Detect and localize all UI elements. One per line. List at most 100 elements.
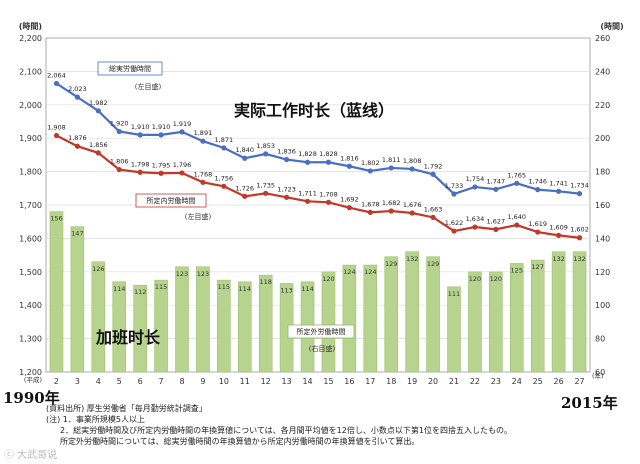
- right-tick-label: 80: [595, 335, 605, 344]
- overtime-bar-label: 112: [134, 288, 146, 296]
- scheduled-hours-point: [388, 208, 394, 214]
- scheduled-hours-value-label: 1,676: [403, 201, 422, 209]
- scheduled-hours-value-label: 1,627: [487, 217, 506, 225]
- overtime-bar-label: 118: [259, 278, 271, 286]
- overtime-bar: [196, 266, 210, 373]
- footnote-3: 所定外労働時間については、総実労働時間の年換算値から所定内労働時間の年換算値を引…: [60, 437, 420, 446]
- total-hours-value-label: 1,754: [466, 175, 485, 183]
- right-tick-label: 100: [595, 301, 610, 310]
- overtime-bar: [363, 264, 378, 373]
- total-hours-point: [200, 138, 206, 144]
- scheduled-hours-line: [55, 134, 580, 239]
- total-hours-value-label: 1,836: [277, 148, 296, 156]
- total-hours-point: [221, 145, 227, 151]
- overtime-axis-note: (右目盛): [309, 344, 336, 353]
- total-hours-value-label: 1,733: [445, 182, 464, 190]
- overtime-bar-label: 125: [511, 266, 523, 274]
- left-tick-label: 1,800: [19, 168, 42, 177]
- scheduled-hours-legend-box: [135, 193, 207, 208]
- x-tick-label: 22: [470, 377, 480, 386]
- scheduled-hours-value-label: 1,735: [256, 181, 275, 189]
- overtime-bar-label: 120: [322, 275, 334, 283]
- scheduled-hours-value-label: 1,795: [152, 161, 171, 169]
- total-hours-value-label: 1,853: [256, 142, 275, 150]
- overtime-bar-label: 147: [71, 230, 83, 238]
- left-tick-label: 1,300: [19, 335, 42, 344]
- left-tick-label: 1,400: [19, 301, 42, 310]
- total-hours-value-label: 1,919: [173, 120, 192, 128]
- total-hours-value-label: 1,734: [570, 182, 589, 190]
- left-tick-label: 2,000: [19, 101, 42, 110]
- overtime-bar: [112, 281, 127, 373]
- overtime-bar: [384, 256, 399, 373]
- overtime-bar: [551, 251, 566, 373]
- overtime-bar: [91, 261, 106, 373]
- left-tick-label: 1,500: [19, 268, 42, 277]
- total-hours-value-label: 1,910: [131, 123, 150, 131]
- scheduled-hours-point: [451, 228, 457, 234]
- total-hours-point: [74, 94, 80, 100]
- left-tick-label: 2,200: [19, 34, 42, 43]
- scheduled-hours-value-label: 1,678: [361, 200, 380, 208]
- total-hours-point: [116, 128, 122, 135]
- x-tick-label: 8: [179, 377, 184, 386]
- scheduled-hours-value-label: 1,602: [570, 226, 589, 234]
- left-tick-label: 1,700: [19, 201, 42, 210]
- x-tick-label: 15: [323, 377, 333, 386]
- total-hours-point: [346, 163, 352, 169]
- x-tick-label: 13: [282, 377, 292, 386]
- x-suffix-label: (年): [592, 371, 604, 380]
- total-hours-point: [367, 168, 373, 174]
- scheduled-hours-point: [116, 166, 122, 173]
- overtime-bar-label: 123: [197, 270, 209, 278]
- total-hours-point: [493, 186, 499, 192]
- scheduled-hours-point: [221, 183, 227, 189]
- scheduled-hours-point: [472, 224, 478, 230]
- total-hours-point: [556, 188, 562, 194]
- scheduled-hours-point: [263, 190, 269, 196]
- footnote-2: 2．総実労働時間及び所定内労働時間の年換算値については、各月間平均値を12倍し、…: [60, 426, 512, 435]
- total-hours-value-label: 2,023: [68, 85, 87, 93]
- scheduled-hours-value-label: 1,682: [382, 199, 401, 207]
- total-hours-point: [53, 80, 60, 87]
- total-hours-point: [304, 159, 311, 165]
- scheduled-hours-value-label: 1,726: [235, 184, 254, 192]
- overtime-bar-label: 129: [427, 260, 439, 268]
- scheduled-hours-value-label: 1,796: [173, 161, 192, 169]
- end-year-annotation: 2015年: [561, 394, 618, 412]
- x-tick-label: 17: [365, 377, 375, 386]
- overtime-bar-label: 124: [343, 268, 355, 276]
- watermark: ⓒ 大武哥说: [4, 450, 58, 461]
- right-tick-label: 220: [595, 101, 610, 110]
- x-tick-label: 20: [428, 377, 438, 386]
- scheduled-hours-point: [367, 209, 373, 215]
- total-hours-value-label: 1,816: [340, 154, 359, 162]
- overtime-bar-label: 115: [218, 283, 230, 291]
- total-hours-point: [576, 191, 583, 197]
- total-hours-point: [430, 171, 436, 177]
- right-tick-label: 60: [595, 368, 605, 377]
- total-hours-legend-label: 総実労働時間: [109, 64, 151, 73]
- scheduled-hours-point: [430, 214, 436, 220]
- left-tick-label: 1,200: [19, 368, 42, 377]
- total-hours-point: [325, 159, 332, 165]
- x-tick-label: 19: [407, 377, 417, 386]
- left-tick-label: 1,900: [19, 134, 42, 143]
- overtime-bar-label: 156: [50, 215, 62, 223]
- right-tick-label: 160: [595, 201, 610, 210]
- x-tick-label: 14: [302, 377, 312, 386]
- overtime-bar-label: 129: [385, 260, 397, 268]
- scheduled-hours-point: [53, 132, 60, 139]
- scheduled-hours-point: [576, 235, 583, 241]
- scheduled-hours-point: [200, 179, 206, 185]
- overtime-bar-label: 132: [406, 255, 418, 263]
- scheduled-hours-point: [409, 210, 415, 216]
- x-tick-label: 6: [138, 377, 143, 386]
- x-tick-label: 21: [449, 377, 459, 386]
- total-hours-point: [179, 129, 185, 135]
- scheduled-hours-point: [304, 198, 311, 204]
- scheduled-hours-axis-note: (左目盛): [185, 212, 212, 221]
- total-hours-value-label: 2,064: [47, 71, 66, 79]
- x-tick-label: 5: [117, 377, 122, 386]
- total-hours-value-label: 1,811: [382, 156, 401, 164]
